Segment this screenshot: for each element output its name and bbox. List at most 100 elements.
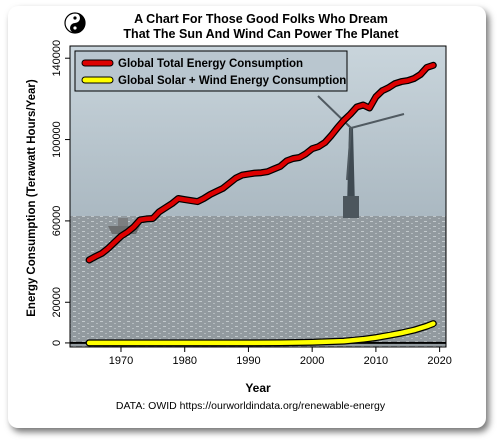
legend: Global Total Energy Consumption Global S…: [74, 50, 348, 92]
yin-yang-icon: [64, 12, 86, 34]
data-point: [311, 341, 313, 343]
data-point: [419, 73, 422, 76]
x-tick-label: 1970: [109, 355, 133, 367]
data-point: [356, 106, 358, 108]
data-point: [94, 255, 97, 258]
y-tick-label: 60000: [51, 206, 63, 237]
data-point: [222, 187, 224, 189]
data-point: [209, 193, 211, 196]
y-tick-label: 20000: [51, 287, 63, 318]
data-point: [107, 247, 109, 249]
x-tick-label: 2010: [364, 355, 388, 367]
legend-label-total: Global Total Energy Consumption: [118, 58, 303, 70]
title-line-2: That The Sun And Wind Can Power The Plan…: [123, 27, 399, 41]
data-point: [292, 157, 294, 160]
data-point: [388, 334, 390, 336]
data-point: [324, 142, 326, 144]
data-point: [375, 337, 377, 339]
data-point: [426, 66, 428, 68]
data-source: DATA: OWID https://ourworldindata.org/re…: [115, 400, 386, 412]
data-point: [381, 90, 383, 92]
data-point: [235, 177, 237, 179]
data-point: [254, 172, 256, 174]
data-point: [426, 325, 428, 327]
data-point: [343, 119, 345, 121]
data-point: [362, 338, 364, 340]
data-point: [432, 64, 434, 66]
data-point: [260, 172, 262, 174]
sea: [70, 216, 446, 347]
data-point: [317, 146, 320, 148]
data-point: [88, 342, 90, 344]
data-point: [247, 173, 249, 175]
series-layer: [85, 61, 437, 347]
data-point: [101, 252, 103, 254]
data-point: [241, 174, 243, 176]
legend-box: [74, 50, 348, 92]
data-point: [184, 342, 186, 344]
x-tick-label: 1990: [236, 355, 260, 367]
data-point: [267, 171, 269, 173]
chart-title: A Chart For Those Good Folks Who Dream T…: [96, 12, 426, 42]
sea-haze: [70, 216, 446, 347]
data-point: [375, 96, 377, 98]
data-point: [216, 342, 218, 344]
data-point: [196, 201, 199, 203]
data-point: [133, 226, 135, 228]
data-point: [184, 199, 186, 201]
data-point: [419, 327, 422, 329]
plot-frame: [69, 45, 447, 348]
data-point: [400, 81, 402, 83]
data-point: [171, 203, 173, 205]
data-point: [298, 156, 300, 159]
data-point: [311, 148, 313, 150]
x-axis-label: Year: [245, 381, 271, 395]
x-tick-label: 2000: [300, 355, 324, 367]
data-point: [165, 207, 167, 209]
data-point: [88, 259, 90, 261]
data-point: [247, 342, 249, 344]
data-point: [349, 113, 351, 115]
data-point: [286, 160, 288, 162]
data-point: [120, 342, 122, 344]
legend-label-solar-wind: Global Solar + Wind Energy Consumption: [118, 75, 346, 87]
y-tick-label: 100000: [51, 121, 63, 158]
data-point: [158, 211, 160, 213]
data-point: [273, 168, 275, 170]
data-point: [152, 342, 154, 344]
data-point: [368, 107, 371, 109]
data-point: [216, 190, 218, 192]
data-point: [177, 197, 179, 200]
data-point: [413, 77, 415, 80]
data-point: [413, 329, 415, 331]
data-point: [407, 80, 409, 82]
data-point: [400, 332, 402, 334]
title-line-1: A Chart For Those Good Folks Who Dream: [134, 12, 388, 26]
data-point: [279, 165, 281, 167]
x-tick-label: 2020: [427, 355, 451, 367]
axes: 0 20000 60000 100000 140000 1970 1980 1990 2000 2…: [51, 40, 452, 367]
data-point: [152, 217, 154, 220]
data-point: [139, 219, 141, 221]
data-point: [330, 134, 332, 137]
data-point: [394, 83, 396, 85]
data-point: [337, 126, 339, 128]
data-point: [120, 235, 122, 237]
data-point: [228, 182, 230, 184]
background-photo: [70, 46, 446, 347]
data-point: [203, 197, 205, 200]
data-point: [145, 218, 148, 220]
data-point: [279, 342, 281, 344]
data-point: [190, 200, 192, 202]
data-point: [114, 241, 116, 243]
data-point: [305, 153, 307, 155]
data-point: [343, 340, 345, 342]
data-point: [126, 231, 128, 233]
data-point: [432, 323, 434, 325]
y-axis-label: Energy Consumption (Terawatt Hours/Year): [26, 79, 38, 317]
y-tick-label: 140000: [51, 40, 63, 77]
data-point: [362, 104, 364, 106]
data-point: [388, 87, 390, 89]
x-tick-label: 1980: [172, 355, 196, 367]
